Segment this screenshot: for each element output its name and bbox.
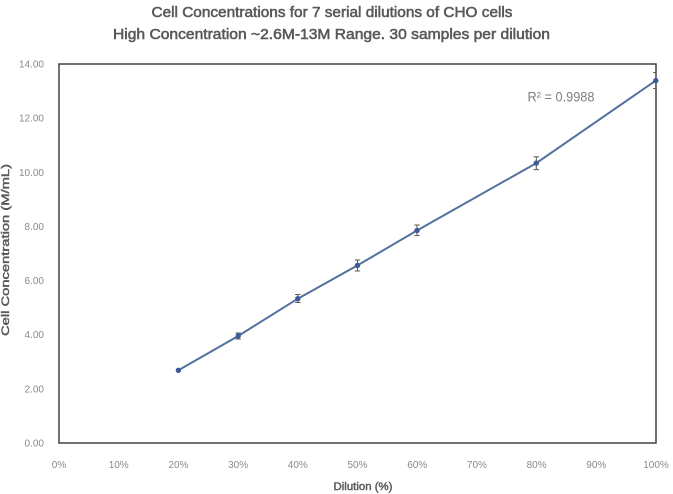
svg-text:8.00: 8.00 (25, 222, 45, 233)
svg-text:20%: 20% (168, 460, 188, 471)
svg-text:100%: 100% (643, 460, 669, 471)
svg-text:10.00: 10.00 (19, 168, 44, 179)
svg-text:Cell Concentrations for 7 seri: Cell Concentrations for 7 serial dilutio… (152, 5, 513, 21)
svg-text:12.00: 12.00 (19, 114, 44, 125)
svg-text:Cell Concentration (M/mL): Cell Concentration (M/mL) (0, 164, 12, 336)
svg-text:40%: 40% (288, 460, 308, 471)
svg-text:R² = 0.9988: R² = 0.9988 (528, 89, 595, 105)
svg-text:4.00: 4.00 (25, 330, 45, 341)
svg-text:14.00: 14.00 (19, 60, 44, 71)
svg-text:60%: 60% (407, 460, 427, 471)
svg-text:10%: 10% (109, 460, 129, 471)
svg-text:0%: 0% (52, 460, 67, 471)
svg-text:Dilution (%): Dilution (%) (334, 481, 393, 493)
svg-text:6.00: 6.00 (25, 276, 45, 287)
svg-text:High Concentration ~2.6M-13M R: High Concentration ~2.6M-13M Range. 30 s… (113, 27, 550, 43)
svg-text:0.00: 0.00 (25, 439, 45, 450)
svg-text:2.00: 2.00 (25, 384, 45, 395)
svg-text:30%: 30% (228, 460, 248, 471)
svg-text:70%: 70% (467, 460, 487, 471)
svg-text:50%: 50% (347, 460, 367, 471)
svg-text:90%: 90% (586, 460, 606, 471)
svg-text:80%: 80% (527, 460, 547, 471)
